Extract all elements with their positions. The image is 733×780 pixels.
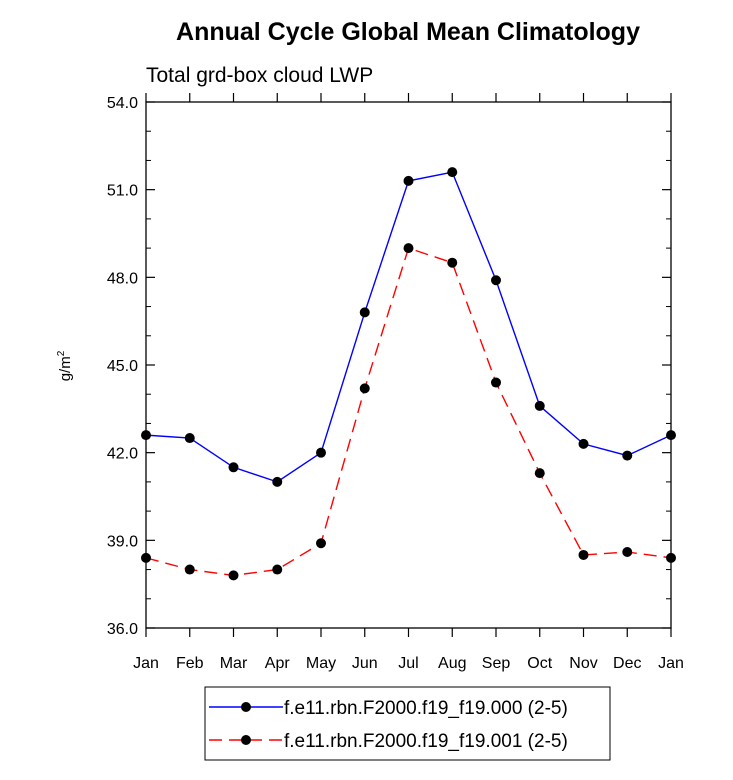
x-tick-label: May (306, 655, 336, 672)
legend-marker-1 (241, 702, 251, 712)
x-tick-label: Nov (569, 655, 597, 672)
y-tick-label: 51.0 (107, 183, 138, 200)
y-axis-label: g/m2 (56, 350, 74, 381)
y-tick-label: 48.0 (107, 270, 138, 287)
data-point-s2 (578, 549, 589, 560)
x-tick-label: Dec (613, 655, 641, 672)
chart-title: Annual Cycle Global Mean Climatology (176, 18, 640, 46)
data-point-s2 (403, 243, 414, 254)
data-point-s1 (316, 447, 326, 458)
legend-label-2: f.e11.rbn.F2000.f19_f19.001 (2-5) (284, 731, 568, 752)
x-tick-label: Sep (482, 655, 511, 672)
legend-label-1: f.e11.rbn.F2000.f19_f19.000 (2-5) (284, 698, 568, 719)
data-point-s1 (622, 450, 633, 461)
data-point-s1 (228, 462, 239, 473)
x-tick-label: Jul (398, 655, 418, 672)
data-point-s2 (141, 552, 151, 563)
x-tick-label: Feb (176, 655, 204, 672)
legend-marker-2 (241, 735, 251, 745)
x-tick-label: Aug (438, 655, 466, 672)
data-point-s2 (359, 383, 370, 394)
series-line-2 (145, 247, 672, 577)
x-tick-label: Apr (265, 655, 291, 672)
y-tick-label: 39.0 (107, 533, 138, 550)
x-tick-label: Oct (527, 655, 552, 672)
data-point-s1 (578, 438, 589, 449)
data-point-s1 (447, 167, 458, 178)
y-tick-label: 36.0 (107, 621, 138, 638)
data-point-s2 (316, 538, 326, 549)
x-tick-label: Mar (220, 655, 248, 672)
data-point-s2 (534, 468, 545, 479)
y-tick-label: 54.0 (107, 95, 138, 112)
data-point-s1 (272, 476, 283, 487)
data-point-s1 (359, 307, 370, 318)
x-tick-label: Jan (658, 655, 684, 672)
data-point-s2 (228, 570, 239, 581)
data-point-s1 (666, 430, 676, 441)
data-point-s2 (622, 547, 633, 558)
series-group (141, 167, 676, 581)
data-point-s2 (666, 552, 676, 563)
axes-group: 36.0 39.0 42.0 45.0 48.0 51.0 54.0 Jan Feb Mar Apr… (107, 93, 684, 672)
data-point-s2 (272, 564, 283, 575)
data-point-s1 (141, 430, 151, 441)
data-point-s1 (491, 275, 501, 286)
data-point-s1 (534, 400, 545, 411)
x-tick-label: Jan (133, 655, 159, 672)
data-point-s2 (447, 257, 458, 268)
chart-subtitle: Total grd-box cloud LWP (146, 64, 373, 87)
data-point-s1 (184, 433, 195, 444)
data-point-s2 (491, 377, 501, 388)
y-tick-label: 45.0 (107, 358, 138, 375)
x-tick-label: Jun (352, 655, 378, 672)
data-point-s1 (403, 175, 414, 186)
y-tick-label: 42.0 (107, 446, 138, 463)
series-line-1 (145, 171, 672, 483)
legend: f.e11.rbn.F2000.f19_f19.000 (2-5) f.e11.r… (204, 686, 611, 761)
legend-box (204, 686, 611, 761)
data-point-s2 (184, 564, 195, 575)
